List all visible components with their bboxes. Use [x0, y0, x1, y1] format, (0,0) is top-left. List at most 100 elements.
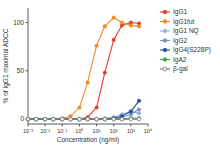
legend-marker	[163, 48, 167, 52]
series-point	[34, 117, 38, 121]
y-axis	[28, 8, 29, 124]
series-point	[137, 116, 141, 120]
series-point	[78, 117, 82, 121]
series-point	[103, 116, 107, 120]
x-tick-label: 10⁴	[144, 128, 153, 134]
legend-marker	[163, 67, 167, 71]
series-point	[34, 117, 38, 121]
x-tick-label: 10⁰	[75, 128, 83, 134]
series-point	[86, 117, 90, 121]
y-tick	[26, 22, 29, 23]
series-point	[26, 117, 30, 121]
series-point	[112, 117, 116, 121]
legend-label: β-gal	[173, 65, 188, 73]
series-point	[95, 117, 99, 121]
series-point	[52, 117, 56, 121]
series-point	[129, 116, 133, 120]
series-point	[52, 117, 56, 121]
series-point	[103, 117, 107, 121]
series-point	[52, 117, 56, 121]
series-point	[52, 117, 56, 121]
series-point	[60, 117, 64, 121]
series-point	[112, 117, 116, 121]
series-point	[34, 117, 38, 121]
y-tick-label: 100	[13, 19, 24, 26]
series-point	[43, 117, 47, 121]
series-point	[34, 117, 38, 121]
series-point	[43, 117, 47, 121]
series-point	[120, 117, 124, 121]
series-point	[137, 25, 141, 29]
legend-label: IgA2	[173, 56, 187, 64]
series-point	[43, 117, 47, 121]
legend: IgG1IgG1futIgG1 NQIgG2IgG4(S228P)IgA2β-g…	[160, 8, 211, 73]
y-tick-label: 50	[17, 67, 25, 74]
series-point	[69, 117, 73, 121]
series-point	[95, 117, 99, 121]
series-point	[60, 117, 64, 121]
legend-label: IgG1 NQ	[173, 27, 199, 35]
x-tick	[79, 124, 80, 127]
legend-marker	[163, 29, 167, 33]
series-point	[69, 117, 73, 121]
x-tick	[28, 124, 29, 127]
series-point	[86, 117, 90, 121]
series-point	[129, 110, 133, 114]
series-point	[112, 38, 116, 42]
series-point	[26, 117, 30, 121]
series-point	[34, 117, 38, 121]
x-tick-label: 10¹	[93, 128, 101, 134]
series-point	[95, 117, 99, 121]
series-point	[26, 117, 30, 121]
y-tick-label: 0	[20, 115, 24, 122]
series-point	[95, 44, 99, 48]
series-point	[60, 116, 64, 120]
x-tick-label: 10⁻³	[23, 128, 33, 134]
y-axis-label: % of IgG1 maximal ADCC	[2, 28, 10, 103]
series-point	[137, 108, 141, 112]
series-point	[34, 117, 38, 121]
series-point	[43, 117, 47, 121]
series-point	[95, 117, 99, 121]
chart: 05010010⁻³10⁻²10⁻¹10⁰10¹10²10³10⁴Concent…	[0, 0, 220, 147]
series-point	[137, 112, 141, 116]
series-point	[137, 99, 141, 103]
series-point	[95, 117, 99, 121]
series-point	[69, 117, 73, 121]
legend-label: IgG2	[173, 37, 187, 45]
series-point	[60, 117, 64, 121]
series-point	[60, 117, 64, 121]
series-point	[60, 117, 64, 121]
series-point	[86, 117, 90, 121]
series-point	[26, 117, 30, 121]
plot-area	[26, 16, 141, 121]
series-point	[120, 117, 124, 121]
series-point	[137, 117, 141, 121]
series-point	[86, 81, 90, 85]
series-point	[43, 117, 47, 121]
series-point	[120, 21, 124, 25]
series-point	[69, 117, 73, 121]
legend-label: IgG1	[173, 8, 187, 16]
series-point	[112, 116, 116, 120]
series-point	[86, 117, 90, 121]
x-axis-label: Concentration (ng/ml)	[57, 136, 120, 144]
series-line	[28, 23, 139, 120]
series-point	[52, 117, 56, 121]
x-tick	[113, 124, 114, 127]
series-point	[60, 117, 64, 121]
series-point	[43, 117, 47, 121]
series-point	[129, 24, 133, 28]
series-point	[69, 117, 73, 121]
series-point	[26, 117, 30, 121]
x-tick-label: 10⁻²	[40, 128, 50, 134]
series-line	[28, 18, 139, 120]
y-tick	[26, 70, 29, 71]
series-point	[78, 117, 82, 121]
x-tick	[130, 124, 131, 127]
legend-marker	[163, 39, 167, 43]
x-tick	[96, 124, 97, 127]
series-point	[78, 117, 82, 121]
series-point	[103, 117, 107, 121]
series-point	[103, 117, 107, 121]
